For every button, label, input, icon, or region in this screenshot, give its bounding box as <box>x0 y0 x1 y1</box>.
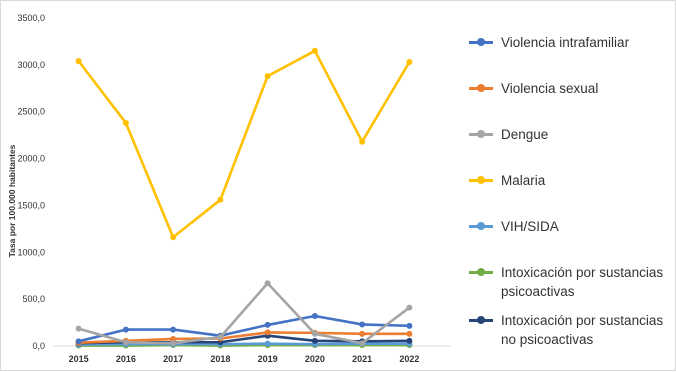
data-point <box>406 323 412 329</box>
x-tick-label: 2016 <box>116 354 136 364</box>
legend-item: Violencia sexual <box>467 79 671 98</box>
legend-label: Violencia sexual <box>501 79 671 98</box>
data-point <box>359 340 365 346</box>
y-tick-label: 1000,0 <box>17 247 45 257</box>
y-tick-label: 3500,0 <box>17 13 45 23</box>
y-tick-label: 3000,0 <box>17 60 45 70</box>
legend-marker-icon <box>467 33 495 51</box>
data-point <box>265 322 271 328</box>
data-point <box>170 340 176 346</box>
y-tick-label: 0,0 <box>32 341 45 351</box>
data-point <box>217 197 223 203</box>
legend-item: Dengue <box>467 125 671 144</box>
legend-label: Violencia intrafamiliar <box>501 33 671 52</box>
x-tick-label: 2019 <box>258 354 278 364</box>
series-line <box>79 51 410 237</box>
data-point <box>170 327 176 333</box>
legend-item: Malaria <box>467 171 671 190</box>
data-point <box>312 331 318 337</box>
x-tick-label: 2020 <box>305 354 325 364</box>
legend-marker-icon <box>467 311 495 329</box>
legend-label: Intoxicación por sustancias psicoactivas <box>501 263 671 301</box>
legend-label: Dengue <box>501 125 671 144</box>
data-point <box>76 326 82 332</box>
legend-marker-icon <box>467 79 495 97</box>
data-point <box>123 120 129 126</box>
x-tick-label: 2018 <box>210 354 230 364</box>
chart-legend: Violencia intrafamiliar Violencia sexual D… <box>467 1 676 372</box>
y-tick-label: 1500,0 <box>17 200 45 210</box>
x-tick-label: 2021 <box>352 354 372 364</box>
data-point <box>406 338 412 344</box>
legend-item: Violencia intrafamiliar <box>467 33 671 52</box>
data-point <box>359 139 365 145</box>
x-tick-label: 2022 <box>399 354 419 364</box>
legend-marker-icon <box>467 171 495 189</box>
data-point <box>312 338 318 344</box>
x-tick-label: 2017 <box>163 354 183 364</box>
data-point <box>217 334 223 340</box>
legend-label: Malaria <box>501 171 671 190</box>
data-point <box>265 280 271 286</box>
legend-item: VIH/SIDA <box>467 217 671 236</box>
data-point <box>76 58 82 64</box>
data-point <box>265 341 271 347</box>
data-point <box>406 331 412 337</box>
data-point <box>359 321 365 327</box>
legend-label: VIH/SIDA <box>501 217 671 236</box>
legend-marker-icon <box>467 217 495 235</box>
y-axis-label: Tasa por 100.000 habitantes <box>7 144 17 257</box>
data-point <box>123 327 129 333</box>
data-point <box>406 305 412 311</box>
y-tick-label: 500,0 <box>22 294 45 304</box>
data-point <box>312 313 318 319</box>
data-point <box>312 48 318 54</box>
line-chart: Tasa por 100.000 habitantes 0,0 500,0 1000… <box>1 1 467 372</box>
x-tick-label: 2015 <box>69 354 89 364</box>
data-point <box>170 234 176 240</box>
legend-item: Intoxicación por sustancias psicoactivas <box>467 263 671 301</box>
legend-label: Intoxicación por sustancias no psicoacti… <box>501 311 671 349</box>
data-point <box>76 338 82 344</box>
data-point <box>265 329 271 335</box>
data-point <box>406 59 412 65</box>
series-3 <box>76 48 413 240</box>
y-tick-label: 2000,0 <box>17 154 45 164</box>
data-point <box>265 73 271 79</box>
y-tick-label: 2500,0 <box>17 107 45 117</box>
legend-marker-icon <box>467 263 495 281</box>
data-point <box>123 339 129 345</box>
legend-item: Intoxicación por sustancias no psicoacti… <box>467 311 671 349</box>
data-point <box>359 331 365 337</box>
series-layer <box>76 48 413 349</box>
legend-marker-icon <box>467 125 495 143</box>
